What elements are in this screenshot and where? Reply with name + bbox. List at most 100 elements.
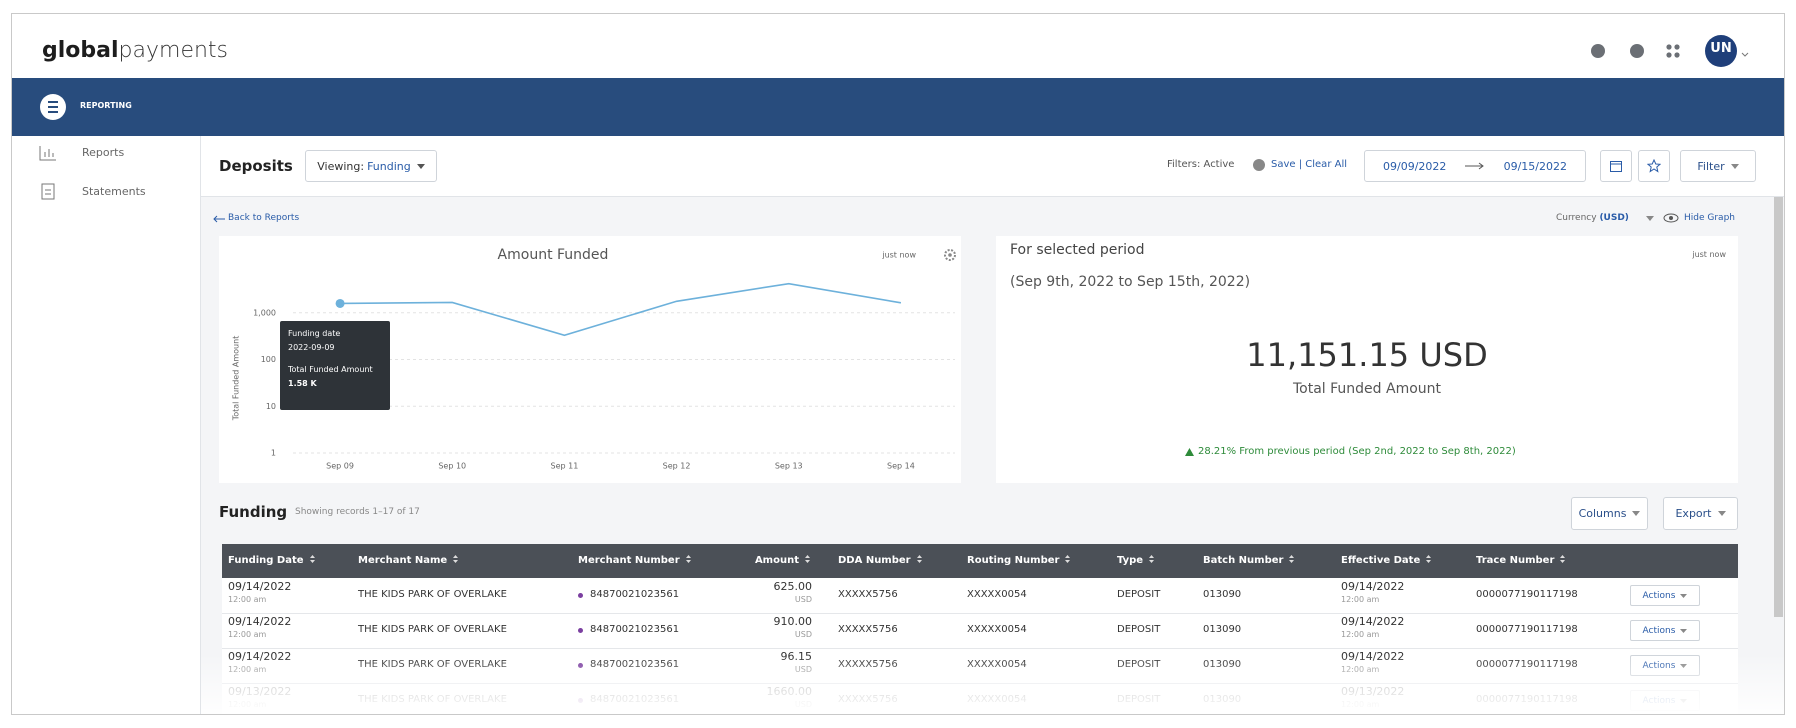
tooltip-label: Total Funded Amount xyxy=(288,365,373,374)
dda-number: XXXXX5756 xyxy=(838,624,898,635)
merchant-number: 84870021023561 xyxy=(590,624,680,635)
filter-button[interactable]: Filter xyxy=(1680,150,1756,182)
avatar-caret xyxy=(1741,52,1749,57)
column-header[interactable]: Trace Number xyxy=(1476,555,1567,566)
settings-icon[interactable] xyxy=(944,249,956,261)
logo-bold: global xyxy=(42,38,119,63)
merchant-name: THE KIDS PARK OF OVERLAKE xyxy=(358,589,507,600)
notification-icon[interactable] xyxy=(1591,44,1605,58)
column-header[interactable]: Batch Number xyxy=(1203,555,1296,566)
amount-main: 910.00 xyxy=(773,615,813,628)
change-text: 28.21% From previous period (Sep 2nd, 20… xyxy=(1198,446,1516,457)
column-header[interactable]: Type xyxy=(1117,555,1156,566)
effective-date-sub: 12:00 am xyxy=(1341,595,1380,604)
currency-selector[interactable]: Currency (USD) xyxy=(1556,213,1629,223)
summary-card: For selected period (Sep 9th, 2022 to Se… xyxy=(996,236,1738,483)
header-text: Effective Date xyxy=(1341,555,1421,566)
funding-date: 09/14/2022 12:00 am xyxy=(228,581,291,606)
table-header xyxy=(222,544,1738,578)
filters-status: Filters: Active xyxy=(1167,159,1235,170)
back-arrow xyxy=(213,215,225,223)
y-tick-label: 1,000 xyxy=(253,308,276,317)
type: DEPOSIT xyxy=(1117,589,1161,600)
total-label: Total Funded Amount xyxy=(1292,381,1442,397)
y-tick-label: 100 xyxy=(261,355,276,364)
hover-point xyxy=(335,298,345,308)
logo[interactable]: globalpayments xyxy=(42,38,228,63)
actions-button[interactable]: Actions xyxy=(1630,620,1700,641)
trace-number: 0000077190117198 xyxy=(1476,589,1578,600)
actions-button[interactable]: Actions xyxy=(1630,585,1700,606)
funding-date-main: 09/14/2022 xyxy=(228,580,292,593)
logo-light: payments xyxy=(118,38,229,63)
sort-icon xyxy=(1560,555,1566,563)
nav-band xyxy=(12,78,1784,136)
y-axis-label: Total Funded Amount xyxy=(232,336,241,422)
tooltip-value: 1.58 K xyxy=(288,379,317,388)
column-header[interactable]: Merchant Name xyxy=(358,555,460,566)
column-header[interactable]: Amount xyxy=(755,555,812,566)
table-row: 09/14/2022 12:00 am THE KIDS PARK OF OVERL… xyxy=(222,613,1738,649)
chart-card: Amount Funded just now Total Funded Amou… xyxy=(219,236,961,483)
column-header[interactable]: Effective Date xyxy=(1341,555,1433,566)
line-series xyxy=(340,282,902,337)
nav-item[interactable]: Reports xyxy=(82,146,125,159)
date-range[interactable]: 09/09/2022 09/15/2022 xyxy=(1364,150,1586,182)
column-header[interactable]: DDA Number xyxy=(838,555,924,566)
reporting-icon[interactable] xyxy=(39,93,67,121)
sort-icon xyxy=(1289,555,1295,563)
export-button[interactable]: Export xyxy=(1663,497,1738,530)
viewing-dropdown[interactable]: Viewing: Funding xyxy=(305,150,437,182)
column-header[interactable]: Merchant Number xyxy=(578,555,693,566)
header-text: Type xyxy=(1117,555,1144,566)
favorite-button[interactable] xyxy=(1638,150,1670,182)
avatar[interactable] xyxy=(1705,35,1737,67)
tooltip: Funding date 2022-09-09 Total Funded Amo… xyxy=(280,321,390,410)
header-text: Routing Number xyxy=(967,555,1060,566)
help-icon[interactable] xyxy=(1630,44,1644,58)
summary-period: (Sep 9th, 2022 to Sep 15th, 2022) xyxy=(1010,274,1251,290)
columns-button[interactable]: Columns xyxy=(1571,497,1648,530)
amount: 910.00 USD xyxy=(774,616,813,641)
back-link[interactable]: Back to Reports xyxy=(228,213,300,223)
x-tick-label: Sep 11 xyxy=(551,462,579,471)
date-to: 09/15/2022 xyxy=(1503,159,1567,173)
save-clear[interactable]: Save | Clear All xyxy=(1271,159,1348,170)
nav-item[interactable]: Statements xyxy=(82,185,146,198)
sort-icon xyxy=(685,555,691,563)
info-icon xyxy=(1253,159,1265,171)
hide-graph[interactable]: Hide Graph xyxy=(1684,213,1735,223)
effective-date-main: 09/14/2022 xyxy=(1341,580,1405,593)
column-header[interactable]: Routing Number xyxy=(967,555,1072,566)
x-tick-label: Sep 12 xyxy=(663,462,691,471)
effective-date-main: 09/14/2022 xyxy=(1341,615,1405,628)
nav-section[interactable]: REPORTING xyxy=(80,101,132,110)
apps-icon[interactable] xyxy=(1666,44,1680,58)
trace-number: 0000077190117198 xyxy=(1476,624,1578,635)
caret xyxy=(1680,628,1688,633)
filter-label: Filter xyxy=(1697,159,1725,173)
sort-icon xyxy=(309,555,315,563)
app: globalpayments UN REPORTING Reports Stat… xyxy=(11,13,1785,715)
tooltip-date: 2022-09-09 xyxy=(288,343,335,352)
column-header[interactable]: Funding Date xyxy=(228,555,317,566)
routing-number: XXXXX0054 xyxy=(967,589,1027,600)
dda-number: XXXXX5756 xyxy=(838,589,898,600)
sidebar-divider xyxy=(200,136,201,714)
amount-sub: USD xyxy=(794,595,812,604)
viewing-value: Funding xyxy=(367,159,411,173)
actions-label: Actions xyxy=(1642,625,1676,636)
fade xyxy=(201,654,1784,714)
scrollbar[interactable] xyxy=(1774,197,1783,617)
viewing-label: Viewing: xyxy=(317,159,365,173)
header-text: Funding Date xyxy=(228,555,304,566)
table-title: Funding xyxy=(219,503,288,521)
merchant-dot xyxy=(578,628,583,633)
sort-icon xyxy=(805,555,810,563)
funding-date-main: 09/14/2022 xyxy=(228,615,292,628)
sort-icon xyxy=(916,555,922,563)
x-tick-label: Sep 13 xyxy=(775,462,803,471)
chart: Amount Funded just now Total Funded Amou… xyxy=(232,247,956,471)
calendar-button[interactable] xyxy=(1600,150,1632,182)
export-label: Export xyxy=(1675,507,1712,520)
